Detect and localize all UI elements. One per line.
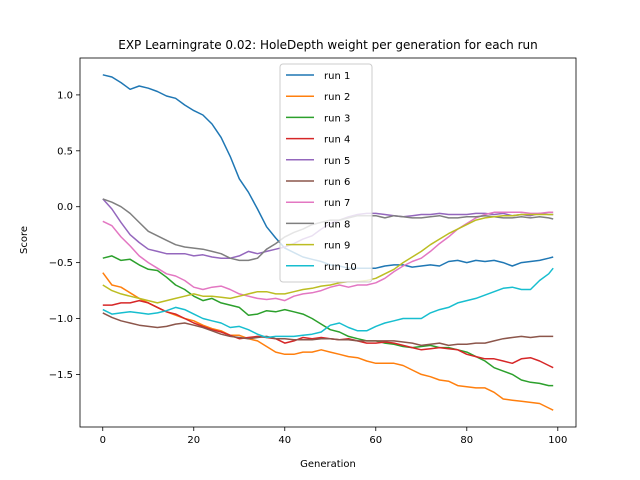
x-axis-title: Generation bbox=[300, 459, 356, 470]
series-line-run-10 bbox=[102, 267, 554, 339]
x-tick-label: 20 bbox=[187, 435, 200, 446]
plot-area bbox=[102, 74, 554, 411]
y-tick-label: −1.0 bbox=[49, 314, 73, 325]
chart-title: EXP Learningrate 0.02: HoleDepth weight … bbox=[118, 38, 537, 52]
legend-label-run-10: run 10 bbox=[324, 262, 357, 273]
legend-label-run-5: run 5 bbox=[324, 156, 350, 167]
series-line-run-6 bbox=[102, 312, 554, 347]
x-tick-label: 100 bbox=[548, 435, 567, 446]
legend-label-run-4: run 4 bbox=[324, 135, 350, 146]
legend-label-run-1: run 1 bbox=[324, 71, 350, 82]
legend-label-run-2: run 2 bbox=[324, 92, 350, 103]
y-tick-label: 0.0 bbox=[57, 202, 73, 213]
x-tick-label: 0 bbox=[100, 435, 106, 446]
legend-box bbox=[279, 63, 373, 283]
axes-frame bbox=[79, 57, 577, 428]
x-tick-label: 80 bbox=[460, 435, 473, 446]
legend-label-run-7: run 7 bbox=[324, 198, 350, 209]
x-tick-label: 60 bbox=[369, 435, 382, 446]
axes: 0 20 40 60 80 100 −1.5 −1.0 −0.5 0.0 0.5 1.0 bbox=[49, 57, 577, 446]
legend: run 1 run 2 run 3 run 4 run 5 run 6 run 7 run 8… bbox=[279, 63, 373, 283]
y-axis-title: Score bbox=[19, 226, 30, 254]
legend-label-run-3: run 3 bbox=[324, 113, 350, 124]
y-tick-label: 0.5 bbox=[57, 146, 73, 157]
x-tick-label: 40 bbox=[278, 435, 291, 446]
series-line-run-9 bbox=[102, 213, 554, 304]
legend-label-run-6: run 6 bbox=[324, 177, 350, 188]
legend-label-run-8: run 8 bbox=[324, 219, 350, 230]
y-tick-label: −1.5 bbox=[49, 370, 73, 381]
series-line-run-3 bbox=[102, 255, 554, 387]
legend-label-run-9: run 9 bbox=[324, 241, 350, 252]
y-tick-label: −0.5 bbox=[49, 258, 73, 269]
y-tick-label: 1.0 bbox=[57, 90, 73, 101]
